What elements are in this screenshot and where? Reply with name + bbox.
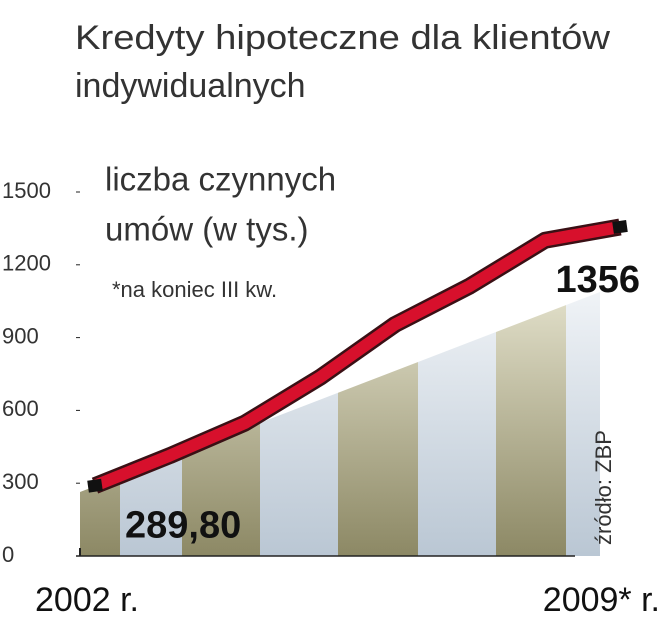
y-tick-label: 600: [2, 396, 39, 421]
x-tick-label: 2009* r.: [543, 581, 660, 619]
note: *na koniec III kw.: [112, 277, 277, 302]
subtitle-line: umów (w tys.): [105, 211, 309, 248]
y-tick-label: 300: [2, 469, 39, 494]
title-line: Kredyty hipoteczne dla klientów: [75, 19, 611, 57]
marker: [612, 220, 628, 234]
title-line: indywidualnych: [75, 67, 306, 105]
value-label: 1356: [555, 259, 640, 301]
x-tick-label: 2002 r.: [35, 581, 139, 619]
y-tick-label: 1500: [2, 178, 51, 203]
y-tick-label: 1200: [2, 251, 51, 276]
source: źródło: ZBP: [591, 430, 616, 545]
subtitle-line: liczba czynnych: [105, 161, 336, 198]
value-label: 289,80: [125, 505, 241, 547]
line: [92, 221, 622, 492]
y-tick-label: 900: [2, 323, 39, 348]
y-tick-label: 0: [2, 542, 14, 567]
marker: [87, 478, 103, 493]
